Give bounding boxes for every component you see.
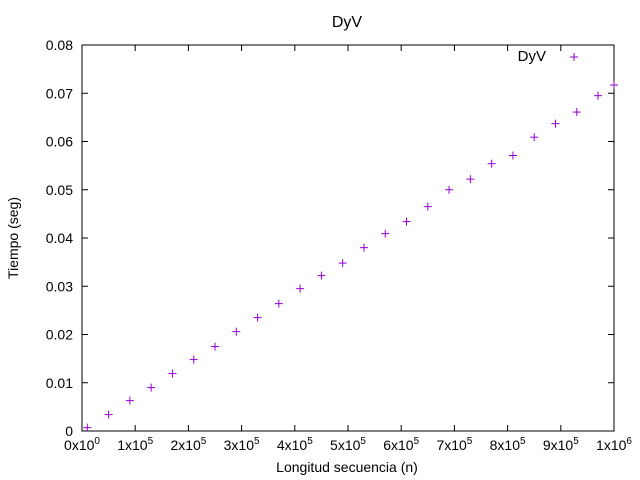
data-point [253, 313, 262, 322]
y-tick-label: 0.01 [46, 375, 73, 391]
data-point [189, 355, 198, 364]
data-point [147, 383, 156, 392]
y-tick-label: 0.06 [46, 134, 73, 150]
data-point [381, 229, 390, 238]
legend-marker-plus [570, 53, 578, 61]
y-tick-label: 0 [65, 423, 73, 439]
x-tick-label: 5x105 [330, 436, 366, 453]
data-point [572, 108, 581, 117]
legend: DyV [518, 48, 578, 65]
x-axis-label: Longitud secuencia (n) [276, 459, 418, 475]
x-tick-label: 3x105 [224, 436, 260, 453]
data-point [104, 410, 113, 419]
data-point [317, 271, 326, 280]
y-axis-label: Tiempo (seg) [5, 197, 21, 279]
data-point [211, 342, 219, 351]
data-point [551, 119, 560, 128]
data-point [530, 133, 539, 142]
x-tick-label: 9x105 [543, 436, 579, 453]
data-point [445, 185, 454, 194]
data-point [508, 151, 517, 160]
data-point [594, 91, 603, 100]
chart-title: DyV [332, 14, 363, 31]
data-point [466, 175, 475, 184]
data-point [487, 159, 496, 168]
x-tick-label: 8x105 [490, 436, 526, 453]
data-point [168, 369, 177, 378]
data-point [125, 396, 134, 405]
y-axis: 0 0.01 0.02 0.03 0.04 0.05 0.06 0.07 0.08 [46, 37, 614, 439]
legend-marker [570, 53, 578, 61]
data-point [359, 243, 368, 252]
y-tick-label: 0.07 [46, 85, 73, 101]
data-points [83, 81, 618, 432]
y-tick-label: 0.04 [46, 230, 73, 246]
plot-frame [81, 44, 615, 432]
y-tick-label: 0.05 [46, 182, 73, 198]
x-tick-label: 1x105 [117, 436, 153, 453]
x-tick-label: 6x105 [383, 436, 419, 453]
data-point [610, 81, 618, 90]
data-point [338, 259, 347, 268]
y-tick-label: 0.02 [46, 327, 73, 343]
data-point [296, 284, 305, 293]
x-tick-label: 0x100 [64, 436, 100, 453]
x-tick-label: 1x106 [596, 436, 632, 453]
y-tick-label: 0.08 [46, 37, 73, 53]
data-point [402, 217, 411, 226]
y-tick-label: 0.03 [46, 278, 73, 294]
x-tick-label: 4x105 [277, 436, 313, 453]
x-tick-label: 7x105 [436, 436, 472, 453]
legend-label: DyV [518, 48, 546, 65]
x-axis: 0x100 1x105 2x105 3x105 4x105 5x105 6x105 7x105… [64, 45, 632, 453]
data-point [423, 202, 432, 211]
data-point [83, 423, 92, 432]
data-point [274, 299, 283, 308]
x-tick-label: 2x105 [170, 436, 206, 453]
data-point [232, 327, 241, 336]
